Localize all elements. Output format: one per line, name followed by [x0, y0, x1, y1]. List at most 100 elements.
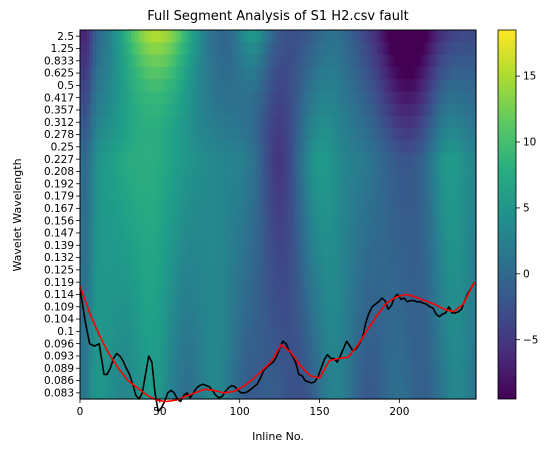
heatmap-cell — [185, 42, 190, 56]
heatmap-cell — [313, 42, 317, 56]
heatmap-cell — [444, 349, 448, 363]
heatmap-cell — [182, 79, 186, 93]
heatmap-cell — [386, 79, 391, 93]
heatmap-cell — [127, 202, 132, 216]
heatmap-cell — [297, 374, 301, 388]
heatmap-cell — [102, 276, 107, 289]
heatmap-cell — [469, 263, 474, 277]
heatmap-cell — [204, 374, 209, 388]
heatmap-cell — [210, 54, 215, 68]
heatmap-cell — [274, 42, 279, 56]
heatmap-cell — [412, 153, 416, 166]
heatmap-cell — [293, 251, 298, 265]
heatmap-cell — [440, 103, 445, 117]
heatmap-cell — [156, 325, 161, 339]
heatmap-cell — [147, 263, 151, 277]
heatmap-cell — [370, 189, 375, 203]
heatmap-cell — [223, 325, 228, 339]
heatmap-cell — [265, 140, 270, 154]
y-tick-label: 0.109 — [44, 301, 74, 313]
heatmap-cell — [198, 362, 202, 375]
heatmap-cell — [147, 153, 151, 166]
heatmap-cell — [246, 42, 250, 56]
heatmap-cell — [460, 386, 464, 400]
heatmap-cell — [348, 300, 353, 314]
heatmap-cell — [131, 177, 135, 191]
heatmap-cell — [341, 300, 346, 314]
heatmap-cell — [198, 386, 202, 400]
heatmap-cell — [182, 374, 186, 388]
heatmap-cell — [252, 202, 257, 216]
heatmap-cell — [236, 54, 241, 68]
heatmap-cell — [156, 202, 161, 216]
heatmap-cell — [306, 300, 311, 314]
heatmap-cell — [377, 103, 381, 117]
heatmap-cell — [325, 374, 330, 388]
heatmap-cell — [456, 116, 461, 129]
heatmap-cell — [297, 54, 301, 68]
heatmap-cell — [367, 263, 372, 277]
heatmap-cell — [341, 325, 346, 339]
heatmap-cell — [92, 251, 97, 265]
heatmap-cell — [408, 140, 413, 154]
heatmap-cell — [115, 128, 119, 142]
heatmap-cell — [357, 325, 362, 339]
heatmap-cell — [115, 263, 119, 277]
heatmap-cell — [399, 165, 404, 179]
heatmap-cell — [399, 140, 404, 154]
heatmap-cell — [313, 128, 317, 142]
heatmap-cell — [105, 214, 110, 228]
heatmap-cell — [377, 91, 381, 105]
heatmap-cell — [188, 140, 193, 154]
heatmap-cell — [201, 91, 206, 105]
heatmap-cell — [309, 386, 314, 400]
heatmap-cell — [249, 312, 254, 326]
heatmap-cell — [140, 263, 145, 277]
heatmap-cell — [278, 362, 282, 375]
heatmap-cell — [345, 128, 349, 142]
heatmap-cell — [83, 103, 87, 117]
heatmap-cell — [124, 251, 129, 265]
heatmap-cell — [284, 202, 289, 216]
heatmap-cell — [150, 312, 155, 326]
heatmap-cell — [361, 66, 365, 80]
heatmap-cell — [233, 337, 238, 351]
heatmap-cell — [115, 239, 119, 252]
heatmap-cell — [95, 91, 100, 105]
heatmap-cell — [364, 66, 369, 80]
heatmap-cell — [431, 165, 436, 179]
heatmap-cell — [217, 214, 222, 228]
heatmap-cell — [80, 288, 84, 302]
heatmap-cell — [325, 103, 330, 117]
heatmap-cell — [389, 362, 394, 375]
heatmap-cell — [456, 226, 461, 240]
heatmap-cell — [198, 116, 202, 129]
heatmap-cell — [463, 337, 468, 351]
heatmap-cell — [453, 312, 458, 326]
heatmap-cell — [335, 312, 340, 326]
heatmap-cell — [143, 54, 148, 68]
heatmap-cell — [163, 386, 167, 400]
heatmap-cell — [345, 349, 349, 363]
heatmap-cell — [377, 30, 381, 43]
heatmap-cell — [434, 128, 439, 142]
heatmap-cell — [185, 288, 190, 302]
heatmap-cell — [345, 153, 349, 166]
heatmap-cell — [95, 165, 100, 179]
heatmap-cell — [396, 66, 400, 80]
heatmap-cell — [306, 239, 311, 252]
heatmap-cell — [127, 189, 132, 203]
heatmap-cell — [262, 263, 266, 277]
heatmap-cell — [118, 300, 123, 314]
heatmap-cell — [153, 251, 158, 265]
heatmap-cell — [405, 374, 410, 388]
heatmap-cell — [412, 140, 416, 154]
heatmap-cell — [233, 214, 238, 228]
heatmap-cell — [370, 140, 375, 154]
heatmap-cell — [322, 54, 327, 68]
heatmap-cell — [380, 42, 384, 56]
heatmap-cell — [306, 79, 311, 93]
heatmap-cell — [373, 239, 378, 252]
heatmap-cell — [246, 337, 250, 351]
heatmap-cell — [281, 202, 285, 216]
